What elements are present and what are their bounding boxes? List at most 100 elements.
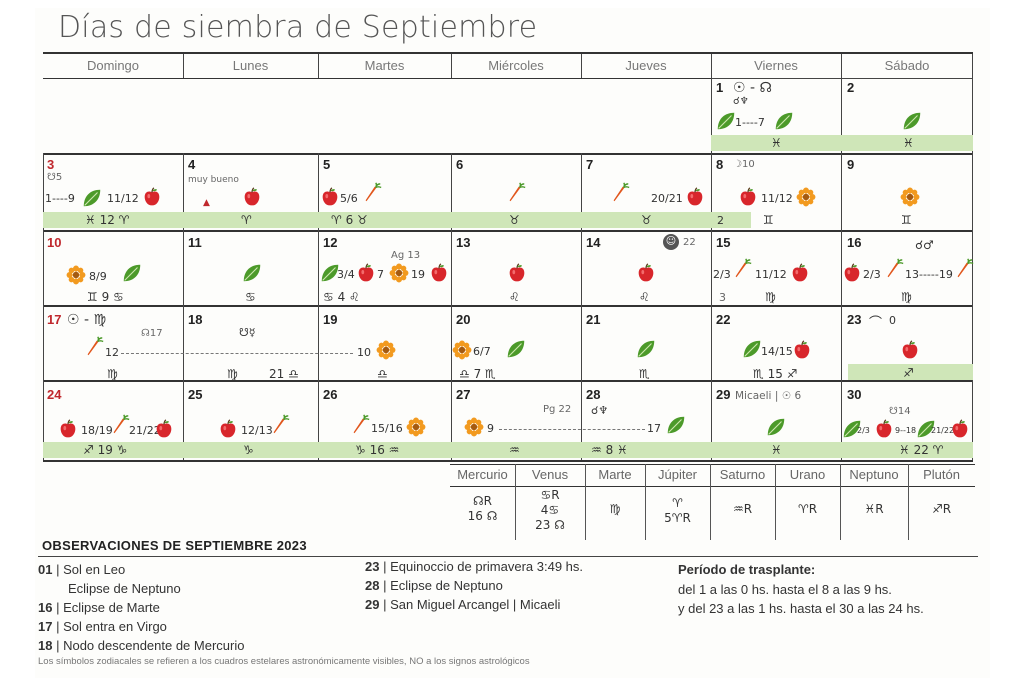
planet-header: Júpiter — [645, 464, 710, 487]
apple-icon — [791, 339, 813, 361]
carrot-icon — [83, 336, 105, 358]
observation-item: 16 | Eclipse de Marte — [38, 600, 160, 615]
divider — [38, 556, 978, 557]
day-number: 22 — [716, 312, 731, 327]
apple-icon — [428, 262, 450, 284]
day23-sign: ♐ — [903, 366, 914, 380]
observation-item: 29 | San Miguel Arcangel | Micaeli — [365, 597, 561, 612]
day27-sign: ♒ — [509, 443, 520, 457]
day1-conjunction: ☌♆ — [733, 96, 749, 107]
day28-range: 17 — [647, 422, 661, 435]
day27-note: Pg 22 — [543, 404, 572, 415]
day-number: 13 — [456, 235, 471, 250]
pluto-value: ♐R — [931, 502, 952, 516]
day8-band-value: 2 — [717, 214, 724, 227]
observation-item: 23 | Equinoccio de primavera 3:49 hs. — [365, 559, 584, 574]
carrot-icon — [361, 182, 383, 204]
leaf-icon — [715, 110, 737, 132]
flower-icon — [388, 262, 410, 284]
leaf-icon — [121, 262, 143, 284]
observation-item: 18 | Nodo descendente de Mercurio — [38, 638, 245, 653]
venus-value: 4♋ — [540, 503, 560, 517]
day12-note: Ag 13 — [391, 250, 421, 261]
day22-sign: ♏ 15 ♐ — [753, 367, 798, 381]
calendar-grid: Domingo Lunes Martes Miércoles Jueves Vi… — [43, 52, 973, 462]
planet-header: Venus — [515, 464, 585, 487]
day5-sign: ♈ 6 ♉ — [331, 213, 368, 227]
planet-header: Neptuno — [840, 464, 908, 487]
venus-value: ♋R — [540, 488, 560, 502]
day-number: 17 — [47, 312, 62, 327]
day2-sign: ♓ — [903, 136, 914, 150]
day16-range-b: 13-----19 — [905, 268, 953, 281]
day-number: 10 — [47, 235, 62, 250]
moon-band-week2 — [43, 212, 751, 228]
day-number: 21 — [586, 312, 601, 327]
carrot-icon — [505, 182, 527, 204]
day1-range: 1----7 — [735, 116, 765, 129]
carrot-icon — [609, 182, 631, 204]
apple-icon — [141, 186, 163, 208]
flower-icon — [463, 416, 485, 438]
uranus-value: ♈R — [797, 502, 818, 516]
venus-value: 23 ☊ — [535, 518, 565, 532]
leaf-icon — [81, 187, 103, 209]
day3-note: ☋5 — [47, 172, 63, 183]
day-number: 8 — [716, 157, 724, 172]
flower-icon — [65, 264, 87, 286]
apple-icon — [319, 186, 341, 208]
day8-sign: ♊ — [763, 213, 774, 227]
planet-header: Mercurio — [450, 464, 515, 487]
day-number: 16 — [847, 235, 862, 250]
weekday-sunday: Domingo — [43, 54, 183, 79]
leaf-icon — [635, 338, 657, 360]
day17-note: ☊17 — [141, 328, 163, 339]
day12-range-c: 19 — [411, 268, 425, 281]
leaf-icon — [901, 110, 923, 132]
day15-sign: ♍ — [765, 290, 776, 304]
planets-table: Mercurio Venus Marte Júpiter Saturno Ura… — [450, 464, 975, 540]
weekday-thursday: Jueves — [581, 54, 711, 79]
day18-sign-b: 21 ♎ — [269, 367, 299, 381]
leaf-icon — [741, 338, 763, 360]
day-number: 29 — [716, 387, 731, 402]
observation-item: 17 | Sol entra en Virgo — [38, 619, 167, 634]
day-number: 6 — [456, 157, 464, 172]
day1-sign: ♓ — [771, 136, 782, 150]
full-moon-icon: ☺ — [663, 234, 679, 250]
planet-header: Saturno — [710, 464, 775, 487]
apple-icon — [57, 418, 79, 440]
day-number: 4 — [188, 157, 196, 172]
day14-note: 22 — [683, 237, 696, 248]
planet-header: Urano — [775, 464, 840, 487]
day29-sign: ♓ — [771, 443, 782, 457]
moon-band-week5 — [43, 442, 973, 458]
apple-icon — [241, 186, 263, 208]
moon-band-week1 — [711, 135, 973, 151]
day20-sign: ♎ 7 ♏ — [459, 367, 496, 381]
transplant-title: Período de trasplante: — [678, 562, 816, 577]
day19-range: 10 — [357, 346, 371, 359]
saturn-value: ♒R — [732, 502, 753, 516]
day-number: 1 — [716, 80, 724, 95]
day-number: 12 — [323, 235, 338, 250]
day-number: 18 — [188, 312, 203, 327]
apple-icon — [355, 262, 377, 284]
leaf-icon — [241, 262, 263, 284]
day9-sign: ♊ — [901, 213, 912, 227]
day-number: 11 — [188, 235, 202, 250]
day-number: 9 — [847, 157, 855, 172]
transplant-line: del 1 a las 0 hs. hasta el 8 a las 9 hs. — [678, 582, 892, 597]
day24-sign: ♐ 19 ♑ — [83, 443, 128, 457]
day4-note: muy bueno — [188, 175, 239, 185]
day-number: 28 — [586, 387, 601, 402]
day22-range: 14/15 — [761, 345, 793, 358]
apple-icon — [899, 339, 921, 361]
day15-value: 3 — [719, 291, 726, 304]
apple-icon — [737, 186, 759, 208]
day3-range: 1----9 — [45, 192, 75, 205]
leaf-icon — [773, 110, 795, 132]
day8-range: 11/12 — [761, 192, 793, 205]
day24-range-a: 18/19 — [81, 424, 113, 437]
weekday-tuesday: Martes — [318, 54, 451, 79]
